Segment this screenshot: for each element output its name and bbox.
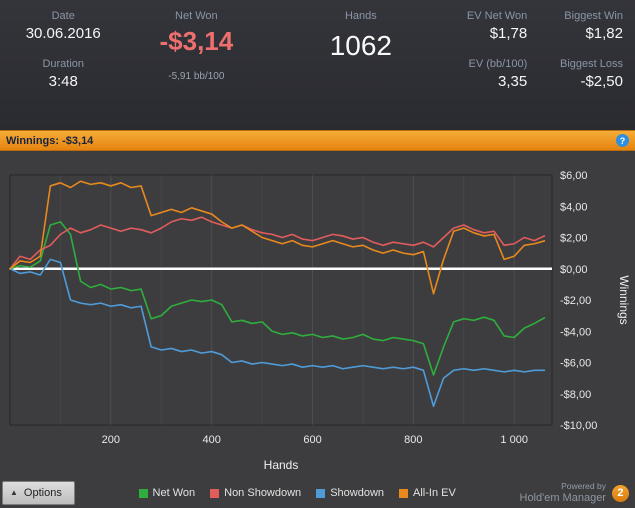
x-tick-label: 400	[202, 434, 220, 446]
biggest-column: Biggest Win $1,82 Biggest Loss -$2,50	[541, 10, 623, 90]
ev-bb100-value: 3,35	[498, 73, 528, 90]
y-tick-label: $6,00	[560, 170, 588, 182]
legend-label-showdown: Showdown	[330, 487, 385, 499]
legend-label-non-showdown: Non Showdown	[224, 487, 302, 499]
powered-by-label: Powered by	[561, 480, 606, 491]
hands-column: Hands 1062	[276, 10, 445, 62]
y-tick-label: -$4,00	[560, 326, 591, 338]
all-in-ev-swatch-icon	[399, 488, 409, 498]
ev-bb100-label: EV (bb/100)	[468, 58, 528, 70]
y-tick-label: $4,00	[560, 201, 588, 213]
stats-panel: Date 30.06.2016 Duration 3:48 Net Won -$…	[0, 0, 635, 130]
hands-value: 1062	[329, 30, 392, 61]
net-won-swatch-icon	[138, 488, 148, 498]
y-tick-label: $0,00	[560, 264, 588, 276]
x-tick-label: 200	[102, 434, 120, 446]
ev-net-won-label: EV Net Won	[466, 10, 528, 22]
footer-bar: ▲ Options Net Won Non Showdown Showdown …	[0, 478, 635, 508]
net-won-value: -$3,14	[159, 26, 234, 56]
info-icon[interactable]: ?	[616, 134, 629, 147]
x-tick-label: 600	[303, 434, 321, 446]
options-expand-icon: ▲	[10, 488, 18, 497]
winnings-graph-svg: $6,00 $4,00 $2,00 $0,00 -$2,00 -$4,00 -$6,00 -$…	[9, 170, 631, 472]
y-tick-label: -$10,00	[560, 420, 597, 432]
chart-legend: Net Won Non Showdown Showdown All-In EV	[138, 487, 456, 499]
legend-item-all-in-ev: All-In EV	[399, 487, 456, 499]
duration-value: 3:48	[48, 73, 78, 90]
biggest-win-value: $1,82	[585, 25, 623, 42]
holdem-manager-logo-icon: 2	[611, 484, 629, 502]
series-showdown	[9, 258, 546, 408]
series-net-won	[9, 221, 546, 376]
options-button[interactable]: ▲ Options	[2, 481, 75, 505]
winnings-chart: $6,00 $4,00 $2,00 $0,00 -$2,00 -$4,00 -$6,00 -$…	[0, 151, 635, 478]
powered-by-block: Powered by Hold'em Manager 2	[519, 480, 629, 504]
series-all-in-ev	[9, 180, 546, 295]
net-won-column: Net Won -$3,14 -5,91 bb/100	[116, 10, 276, 82]
series-non-showdown	[9, 216, 546, 270]
biggest-loss-value: -$2,50	[580, 73, 623, 90]
net-won-label: Net Won	[175, 10, 218, 22]
legend-label-net-won: Net Won	[152, 487, 196, 499]
date-label: Date	[51, 10, 75, 22]
y-tick-label: -$6,00	[560, 358, 591, 370]
x-axis-title: Hands	[264, 458, 299, 472]
date-duration-column: Date 30.06.2016 Duration 3:48	[10, 10, 116, 90]
winnings-title-bar: Winnings: -$3,14 ?	[0, 130, 635, 151]
x-tick-label: 1 000	[500, 434, 528, 446]
showdown-swatch-icon	[316, 488, 326, 498]
duration-label: Duration	[42, 58, 85, 70]
ev-column: EV Net Won $1,78 EV (bb/100) 3,35	[445, 10, 527, 90]
legend-item-showdown: Showdown	[316, 487, 384, 499]
hands-label: Hands	[344, 10, 377, 22]
x-tick-label: 800	[404, 434, 422, 446]
legend-item-non-showdown: Non Showdown	[210, 487, 301, 499]
plot-border	[9, 174, 553, 426]
biggest-loss-label: Biggest Loss	[560, 58, 623, 70]
y-tick-label: $2,00	[560, 233, 588, 245]
non-showdown-swatch-icon	[210, 488, 220, 498]
biggest-win-label: Biggest Win	[564, 10, 623, 22]
options-button-label: Options	[23, 487, 62, 499]
legend-label-all-in-ev: All-In EV	[413, 487, 456, 499]
legend-item-net-won: Net Won	[138, 487, 196, 499]
ev-net-won-value: $1,78	[489, 25, 528, 42]
brand-name: Hold'em Manager	[519, 491, 606, 504]
y-axis-title: Winnings	[617, 275, 631, 324]
y-tick-label: -$2,00	[560, 295, 591, 307]
net-won-bb100: -5,91 bb/100	[168, 71, 225, 82]
date-value: 30.06.2016	[25, 25, 101, 42]
y-tick-label: -$8,00	[560, 389, 591, 401]
winnings-title: Winnings: -$3,14	[6, 134, 94, 147]
